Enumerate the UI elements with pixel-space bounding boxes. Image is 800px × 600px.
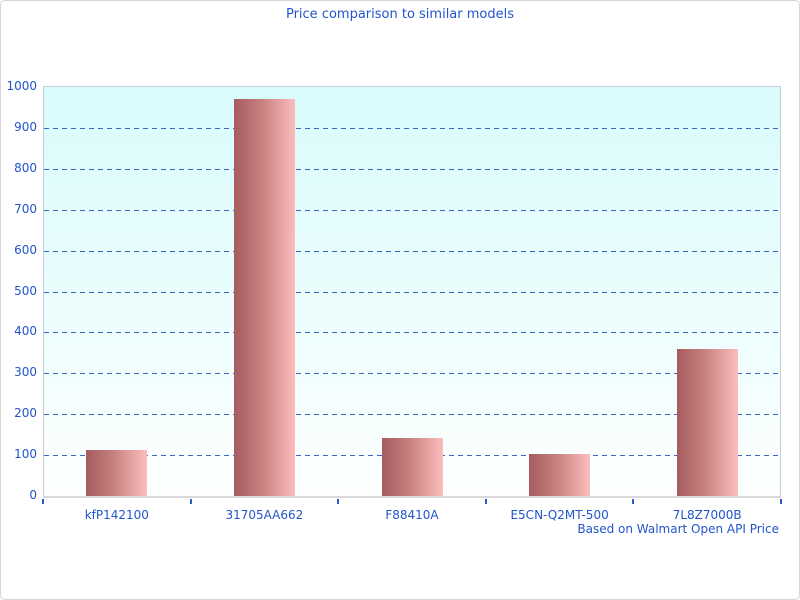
gridline-700 [44, 209, 780, 211]
y-tick-label-500: 500 [14, 283, 37, 298]
x-tick [780, 499, 782, 504]
gridline-800 [44, 168, 780, 170]
x-category-label-F88410A: F88410A [385, 508, 439, 522]
x-tick [632, 499, 635, 504]
y-tick-label-400: 400 [14, 324, 37, 339]
gridline-600 [44, 250, 780, 252]
chart-title: Price comparison to similar models [285, 7, 515, 22]
bar-kfP142100 [86, 450, 148, 496]
y-tick-label-0: 0 [29, 488, 37, 502]
y-tick-label-1000: 1000 [6, 79, 37, 93]
bar-31705AA662 [233, 99, 295, 496]
x-tick [189, 499, 192, 504]
x-category-label-E5CN-Q2MT-500: E5CN-Q2MT-500 [510, 508, 609, 522]
x-category-label-7L8Z7000B: 7L8Z7000B [672, 508, 742, 522]
x-category-label-31705AA662: 31705AA662 [225, 508, 304, 522]
y-tick-label-600: 600 [14, 242, 37, 257]
bar-E5CN-Q2MT-500 [529, 454, 591, 496]
gridline-300 [44, 373, 780, 375]
bar-F88410A [381, 437, 443, 496]
y-tick-label-200: 200 [14, 406, 37, 421]
x-tick [42, 499, 44, 504]
gridline-400 [44, 332, 780, 334]
y-tick-label-700: 700 [14, 201, 37, 216]
gridline-500 [44, 291, 780, 293]
y-tick-label-300: 300 [14, 365, 37, 380]
plot-area [43, 86, 781, 498]
x-tick [484, 499, 487, 504]
x-tick [337, 499, 340, 504]
y-tick-label-900: 900 [14, 119, 37, 134]
chart-caption: Based on Walmart Open API Price [577, 522, 779, 536]
bar-7L8Z7000B [676, 348, 738, 496]
x-category-label-kfP142100: kfP142100 [84, 508, 149, 522]
gridline-900 [44, 127, 780, 129]
y-tick-label-100: 100 [14, 447, 37, 462]
gridline-200 [44, 414, 780, 416]
y-tick-label-800: 800 [14, 160, 37, 175]
